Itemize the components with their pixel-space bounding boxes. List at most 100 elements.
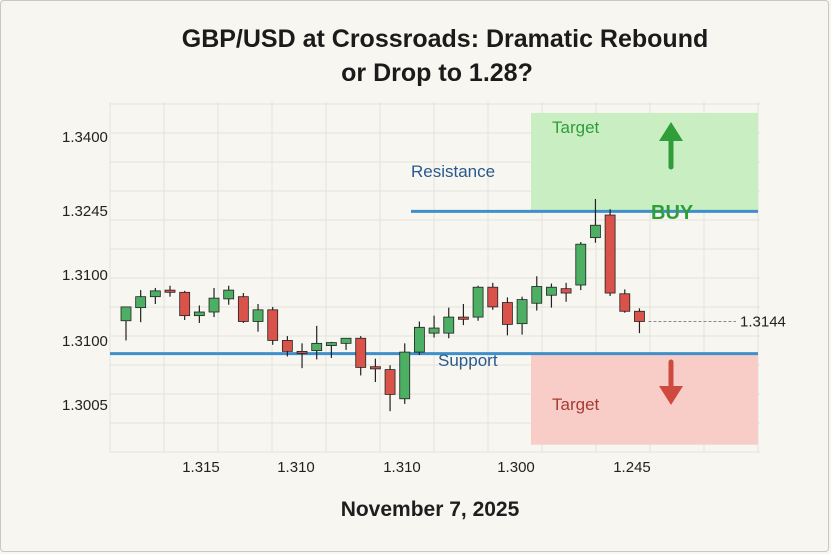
candle-body	[296, 350, 308, 354]
candle	[208, 287, 220, 318]
candle	[502, 297, 513, 336]
candle-body	[604, 214, 616, 294]
candle-body	[399, 351, 411, 400]
candle	[428, 315, 440, 338]
sell-target-zone	[531, 353, 758, 445]
candle	[531, 276, 543, 311]
x-axis-ticks: 1.315 1.310 1.310 1.300 1.245	[182, 459, 651, 476]
candle-body	[135, 296, 147, 309]
candle-body	[311, 342, 323, 352]
candle-body	[208, 297, 220, 313]
candle	[252, 303, 264, 332]
sell-target-label: Target	[552, 395, 600, 414]
candle-body	[355, 337, 367, 368]
x-tick-label: 1.315	[182, 459, 220, 476]
candle	[325, 341, 337, 358]
candle	[399, 343, 411, 404]
candle	[179, 290, 191, 321]
candle-body	[325, 342, 337, 346]
candle	[458, 303, 469, 326]
x-tick-label: 1.300	[497, 459, 535, 476]
candle	[120, 306, 132, 341]
candle	[149, 287, 161, 304]
up-arrow-icon	[659, 122, 683, 170]
y-tick-label: 1.3100	[62, 267, 108, 284]
resistance-label: Resistance	[411, 162, 495, 181]
support-label: Support	[438, 351, 498, 370]
candle-body	[164, 289, 176, 293]
candle-body	[590, 224, 601, 239]
candle	[560, 282, 572, 302]
buy-target-label: Target	[552, 118, 600, 137]
candle	[193, 305, 205, 323]
candle-body	[428, 327, 440, 334]
candle-body	[120, 306, 132, 322]
candle	[472, 285, 484, 321]
candle	[546, 283, 557, 308]
candle-body	[575, 243, 587, 286]
candle-body	[413, 326, 425, 353]
y-tick-label: 1.3100	[62, 333, 108, 350]
candle-body	[443, 316, 455, 334]
x-tick-label: 1.310	[277, 459, 315, 476]
current-price-label: 1.3144	[740, 313, 786, 330]
candle	[384, 365, 396, 412]
candle	[311, 325, 323, 360]
candle	[590, 198, 601, 243]
candle	[619, 289, 631, 313]
candle-body	[619, 293, 631, 312]
candle	[296, 343, 308, 369]
candle	[487, 282, 499, 310]
x-tick-label: 1.245	[613, 459, 651, 476]
candle-body	[179, 291, 191, 317]
candle	[223, 285, 235, 305]
candle-body	[149, 290, 161, 298]
down-arrow-icon	[659, 359, 683, 405]
candle-body	[502, 302, 513, 325]
y-tick-label: 1.3400	[62, 129, 108, 146]
candle-body	[458, 316, 469, 320]
candle	[135, 290, 147, 323]
candle-body	[516, 299, 528, 325]
candle-body	[340, 337, 352, 344]
candle-body	[384, 369, 396, 395]
candle-body	[546, 286, 557, 296]
candle	[355, 336, 367, 376]
candle-body	[281, 340, 293, 352]
candle-body	[560, 288, 572, 294]
candle	[340, 337, 352, 350]
chart-title-line-1: GBP/USD at Crossroads: Dramatic Rebound	[182, 25, 709, 53]
candle	[575, 242, 587, 291]
candle-body	[252, 309, 264, 322]
candle-body	[369, 366, 381, 370]
candle-body	[634, 310, 645, 322]
y-tick-label: 1.3245	[62, 203, 108, 220]
candle-body	[531, 286, 543, 304]
candle	[369, 358, 381, 382]
candle	[634, 308, 645, 334]
candle-body	[223, 289, 235, 300]
candle-body	[267, 309, 279, 341]
candle	[267, 306, 279, 345]
candle-body	[237, 296, 249, 322]
y-axis-ticks: 1.3400 1.3245 1.3100 1.3100 1.3005	[62, 129, 108, 414]
candle-body	[487, 286, 499, 308]
candle	[604, 209, 616, 296]
y-tick-label: 1.3005	[62, 397, 108, 414]
buy-target-zone	[531, 112, 758, 212]
buy-signal-label: BUY	[651, 202, 694, 224]
candle	[413, 321, 425, 356]
candle-body	[193, 311, 205, 317]
candle	[237, 293, 249, 323]
candle	[281, 336, 293, 357]
candle-body	[472, 286, 484, 318]
candle	[443, 307, 455, 339]
x-tick-label: 1.310	[383, 459, 421, 476]
chart-date: November 7, 2025	[341, 498, 520, 521]
candle	[164, 285, 176, 297]
chart-title-line-2: or Drop to 1.28?	[341, 59, 533, 87]
candles	[120, 198, 645, 412]
candle	[516, 296, 528, 335]
